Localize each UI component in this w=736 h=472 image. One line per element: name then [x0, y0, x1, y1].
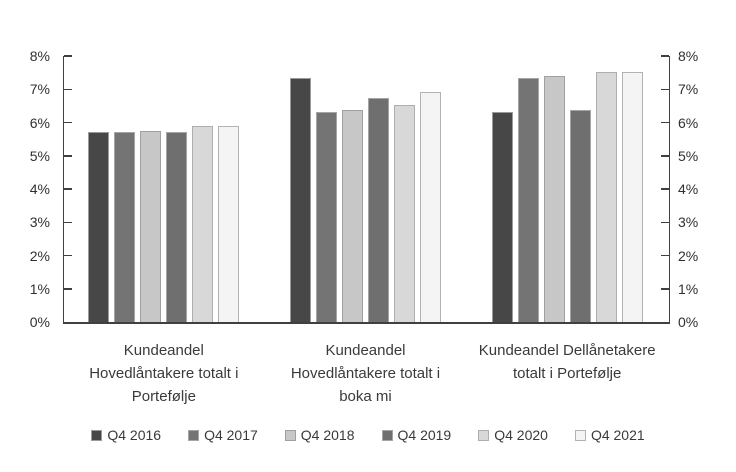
bar-q4-2018: [140, 131, 162, 322]
bar-group: [265, 56, 467, 322]
y-axis-tick: [661, 155, 669, 157]
bar-q4-2020: [595, 71, 617, 322]
category-label-line: totalt i Portefølje: [512, 365, 622, 382]
bar-q4-2020: [192, 126, 214, 322]
y-axis-label-left: 2%: [29, 247, 50, 264]
y-axis-tick: [661, 88, 669, 90]
y-axis-label-left: 5%: [29, 147, 50, 164]
category-label-line: Kundeandel: [123, 342, 204, 359]
legend-label: Q4 2020: [494, 427, 548, 443]
plot-area: [63, 55, 670, 324]
legend: Q4 2016 Q4 2017 Q4 2018 Q4 2019 Q4 2020 Q4 20…: [0, 427, 736, 443]
y-axis-tick: [64, 88, 72, 90]
category-label: Kundeandel Hovedlåntakere totalt i boka mi: [255, 339, 477, 408]
bar-q4-2020: [393, 104, 415, 322]
y-axis-label-right: 0%: [678, 314, 699, 330]
legend-item-q4-2019: Q4 2019: [381, 427, 452, 443]
y-axis-tick: [64, 288, 72, 290]
legend-swatch-icon: [381, 429, 393, 441]
y-axis-tick: [661, 55, 669, 57]
category-label-line: boka mi: [339, 388, 392, 405]
category-label-line: Hovedlåntakere totalt i: [290, 365, 441, 382]
y-axis-label-right: 2%: [678, 247, 699, 264]
y-axis-label-right: 1%: [678, 280, 699, 297]
bar-q4-2021: [218, 126, 240, 322]
category-label-line: Kundeandel Dellånetakere: [478, 342, 656, 359]
y-axis-tick: [64, 155, 72, 157]
category-label: Kundeandel Hovedlåntakere totalt i Portefø…: [53, 339, 275, 408]
y-axis-tick: [64, 121, 72, 124]
bar-q4-2017: [517, 77, 539, 322]
y-axis-tick: [661, 121, 669, 124]
legend-label: Q4 2016: [107, 427, 162, 443]
bar-q4-2016: [88, 132, 110, 322]
legend-swatch-icon: [574, 429, 586, 441]
legend-label: Q4 2021: [590, 427, 645, 443]
legend-item-q4-2021: Q4 2021: [574, 427, 645, 443]
bar-q4-2021: [419, 91, 441, 322]
y-axis-label-left: 8%: [29, 48, 50, 64]
y-axis-label-left: 0%: [29, 314, 50, 330]
legend-label: Q4 2017: [204, 427, 258, 443]
legend-item-q4-2020: Q4 2020: [478, 427, 548, 443]
category-label: Kundeandel Dellånetakere totalt i Portefø…: [456, 339, 678, 385]
y-axis-tick: [64, 55, 72, 57]
legend-item-q4-2016: Q4 2016: [91, 427, 161, 443]
bar-q4-2017: [114, 132, 136, 322]
y-axis-label-right: 6%: [678, 114, 699, 131]
y-axis-tick: [661, 254, 669, 257]
y-axis-label-right: 4%: [678, 181, 699, 197]
y-axis-label-left: 7%: [29, 81, 50, 98]
legend-swatch-icon: [91, 429, 103, 441]
bar-q4-2017: [315, 111, 337, 322]
y-axis-tick: [64, 188, 72, 190]
legend-item-q4-2018: Q4 2018: [284, 427, 355, 443]
y-axis-label-right: 3%: [678, 214, 699, 231]
y-axis-label-left: 1%: [29, 280, 50, 297]
bar-q4-2018: [543, 76, 565, 322]
legend-label: Q4 2018: [300, 427, 355, 443]
y-axis-tick: [661, 221, 669, 223]
bar-q4-2018: [341, 109, 363, 322]
legend-item-q4-2017: Q4 2017: [188, 427, 258, 443]
y-axis-tick: [64, 221, 72, 223]
legend-swatch-icon: [284, 429, 296, 441]
bar-group: [63, 56, 265, 322]
category-label-line: Portefølje: [131, 388, 196, 405]
bar-q4-2019: [166, 131, 188, 322]
y-axis-label-right: 8%: [678, 48, 699, 64]
bar-group: [466, 56, 668, 322]
legend-swatch-icon: [478, 429, 490, 441]
y-axis-label-left: 6%: [29, 114, 50, 131]
y-axis-label-left: 4%: [29, 181, 50, 197]
category-label-line: Hovedlåntakere totalt i: [89, 365, 239, 382]
y-axis-label-right: 5%: [678, 147, 699, 164]
y-axis-label-right: 7%: [678, 81, 699, 98]
y-axis-tick: [64, 254, 72, 257]
y-axis-tick: [661, 188, 669, 190]
category-label-line: Kundeandel: [325, 342, 406, 359]
y-axis-label-left: 3%: [29, 214, 50, 231]
bar-q4-2016: [491, 111, 513, 322]
bar-q4-2021: [621, 71, 643, 322]
bar-q4-2016: [289, 77, 311, 322]
bar-q4-2019: [367, 97, 389, 322]
y-axis-tick: [661, 288, 669, 290]
bar-q4-2019: [569, 110, 591, 322]
legend-label: Q4 2019: [397, 427, 452, 443]
legend-swatch-icon: [188, 429, 200, 441]
